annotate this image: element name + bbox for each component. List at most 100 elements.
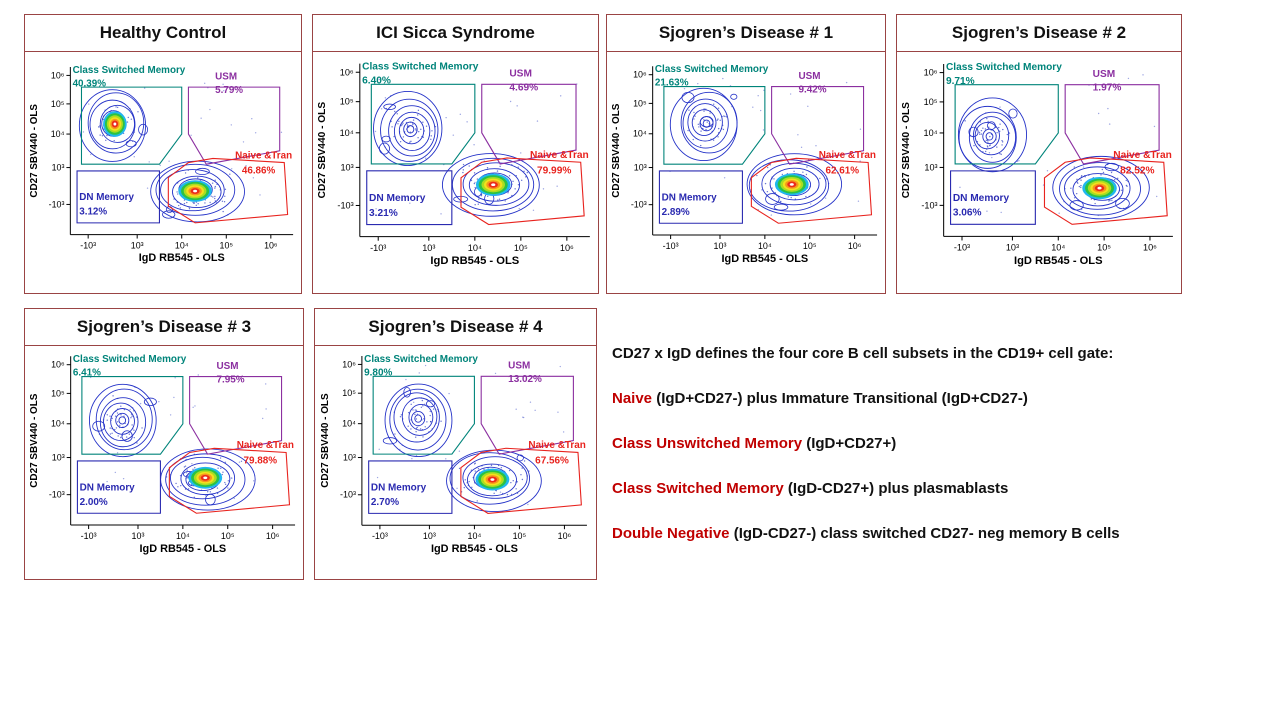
svg-text:-10³: -10³ — [80, 240, 96, 250]
svg-text:10⁵: 10⁵ — [51, 99, 65, 109]
panel-title: Sjogren’s Disease # 2 — [897, 15, 1181, 52]
svg-text:10⁴: 10⁴ — [51, 129, 65, 139]
svg-text:Class Switched Memory: Class Switched Memory — [364, 354, 478, 365]
svg-text:10³: 10³ — [924, 162, 937, 172]
svg-text:10⁶: 10⁶ — [342, 359, 356, 369]
svg-text:10³: 10³ — [340, 162, 353, 172]
svg-text:9.80%: 9.80% — [364, 367, 392, 378]
svg-text:IgD RB545 - OLS: IgD RB545 - OLS — [140, 543, 227, 555]
svg-text:IgD RB545 - OLS: IgD RB545 - OLS — [430, 255, 519, 267]
svg-text:-10³: -10³ — [370, 243, 386, 253]
note-rest: (IgD-CD27+) plus plasmablasts — [783, 480, 1009, 497]
svg-text:10⁵: 10⁵ — [340, 97, 354, 107]
svg-text:10³: 10³ — [423, 531, 436, 541]
note-line-unswitched-memory: Class Unswitched Memory (IgD+CD27+) — [612, 434, 1226, 454]
svg-text:10⁴: 10⁴ — [176, 531, 190, 541]
svg-text:CD27 SBV440 - OLS: CD27 SBV440 - OLS — [901, 102, 912, 198]
svg-text:21.63%: 21.63% — [655, 78, 689, 89]
svg-text:10⁴: 10⁴ — [175, 240, 189, 250]
svg-text:IgD RB545 - OLS: IgD RB545 - OLS — [1014, 255, 1103, 267]
panel-sjogrens-1: Sjogren’s Disease # 1 -10³ 10³ 10⁴ 10⁵ 10⁶ 10… — [606, 14, 886, 294]
svg-text:6.40%: 6.40% — [362, 75, 391, 86]
svg-text:10⁴: 10⁴ — [468, 243, 482, 253]
panel-title: Sjogren’s Disease # 1 — [607, 15, 885, 52]
svg-text:10³: 10³ — [1006, 243, 1019, 253]
svg-text:79.88%: 79.88% — [243, 455, 277, 466]
svg-text:10³: 10³ — [52, 163, 65, 173]
svg-text:10⁵: 10⁵ — [803, 241, 817, 251]
panel-title: ICI Sicca Syndrome — [313, 15, 598, 52]
svg-text:CD27 SBV440 - OLS: CD27 SBV440 - OLS — [317, 102, 328, 199]
svg-text:CD27 SBV440 - OLS: CD27 SBV440 - OLS — [320, 393, 331, 488]
svg-text:4.69%: 4.69% — [509, 82, 538, 93]
svg-text:6.41%: 6.41% — [73, 368, 101, 379]
svg-text:10⁶: 10⁶ — [340, 67, 354, 77]
svg-text:2.00%: 2.00% — [80, 497, 108, 508]
svg-text:USM: USM — [799, 71, 821, 82]
svg-text:10⁵: 10⁵ — [1097, 243, 1111, 253]
svg-text:10⁴: 10⁴ — [468, 531, 482, 541]
note-rest: (IgD+CD27+) — [802, 435, 897, 452]
svg-text:10³: 10³ — [422, 243, 435, 253]
flow-plot-sjogrens-3: -10³ 10³ 10⁴ 10⁵ 10⁶ 10⁶ 10⁵ 10⁴ 10³ -10³ IgD RB54… — [25, 346, 303, 579]
svg-text:10⁵: 10⁵ — [513, 531, 527, 541]
panel-title: Sjogren’s Disease # 4 — [315, 309, 596, 346]
svg-text:10⁵: 10⁵ — [221, 531, 235, 541]
svg-text:USM: USM — [217, 361, 239, 372]
svg-text:9.71%: 9.71% — [946, 76, 975, 87]
svg-text:62.61%: 62.61% — [825, 165, 859, 176]
svg-text:10⁵: 10⁵ — [924, 97, 938, 107]
svg-text:-10³: -10³ — [81, 531, 97, 541]
panel-ici-sicca: ICI Sicca Syndrome -10³ 10³ 10⁴ 10⁵ 10⁶ 10⁶ 10… — [312, 14, 599, 294]
svg-text:Class Switched Memory: Class Switched Memory — [655, 64, 769, 75]
flow-plot-sjogrens-1: -10³ 10³ 10⁴ 10⁵ 10⁶ 10⁶ 10⁵ 10⁴ 10³ -10³ IgD RB54… — [607, 52, 885, 293]
svg-text:10⁴: 10⁴ — [342, 419, 356, 429]
svg-text:10⁵: 10⁵ — [51, 388, 65, 398]
svg-text:Class Switched Memory: Class Switched Memory — [362, 62, 479, 73]
svg-text:82.52%: 82.52% — [1120, 165, 1154, 176]
svg-text:Naive &Tran: Naive &Tran — [237, 440, 294, 451]
svg-text:2.89%: 2.89% — [662, 207, 690, 218]
svg-text:USM: USM — [508, 361, 530, 372]
note-line-switched-memory: Class Switched Memory (IgD-CD27+) plus p… — [612, 479, 1226, 499]
panel-sjogrens-3: Sjogren’s Disease # 3 -10³ 10³ 10⁴ 10⁵ 10⁶ 10… — [24, 308, 304, 580]
svg-text:10⁶: 10⁶ — [51, 360, 65, 370]
svg-text:Naive &Tran: Naive &Tran — [235, 150, 292, 161]
svg-text:10⁶: 10⁶ — [558, 531, 572, 541]
svg-text:Naive &Tran: Naive &Tran — [819, 150, 876, 161]
svg-text:10⁵: 10⁵ — [342, 388, 356, 398]
notes-block: CD27 x IgD defines the four core B cell … — [612, 344, 1226, 569]
flow-plot-sjogrens-4: -10³ 10³ 10⁴ 10⁵ 10⁶ 10⁶ 10⁵ 10⁴ 10³ -10³ IgD RB54… — [315, 346, 596, 579]
svg-text:Class Switched Memory: Class Switched Memory — [73, 65, 186, 76]
svg-text:DN Memory: DN Memory — [79, 192, 134, 203]
note-line-naive: Naive (IgD+CD27-) plus Immature Transiti… — [612, 389, 1226, 409]
note-lead: Class Unswitched Memory — [612, 435, 803, 452]
svg-text:10³: 10³ — [634, 163, 647, 173]
svg-text:Class Switched Memory: Class Switched Memory — [946, 62, 1062, 73]
flow-plot-healthy-control: -10³ 10³ 10⁴ 10⁵ 10⁶ 10⁶ 10⁵ 10⁴ 10³ -10³ IgD RB54… — [25, 52, 301, 293]
svg-text:-10³: -10³ — [631, 200, 647, 210]
svg-text:Naive &Tran: Naive &Tran — [528, 440, 585, 451]
svg-text:67.56%: 67.56% — [535, 455, 569, 466]
svg-text:Class Switched Memory: Class Switched Memory — [73, 354, 187, 365]
svg-text:IgD RB545 - OLS: IgD RB545 - OLS — [431, 543, 518, 555]
svg-text:10³: 10³ — [343, 453, 356, 463]
svg-text:DN Memory: DN Memory — [953, 193, 1010, 204]
svg-text:10⁴: 10⁴ — [51, 419, 65, 429]
svg-text:USM: USM — [1093, 69, 1116, 80]
svg-text:46.86%: 46.86% — [242, 165, 276, 176]
svg-text:10³: 10³ — [714, 241, 727, 251]
note-line-double-negative: Double Negative (IgD-CD27-) class switch… — [612, 524, 1226, 544]
svg-text:10⁵: 10⁵ — [220, 240, 234, 250]
svg-text:10⁴: 10⁴ — [924, 128, 938, 138]
svg-text:-10³: -10³ — [663, 241, 679, 251]
svg-text:-10³: -10³ — [340, 490, 356, 500]
note-lead: Naive — [612, 390, 653, 407]
svg-text:10⁴: 10⁴ — [633, 129, 647, 139]
svg-text:IgD RB545 - OLS: IgD RB545 - OLS — [139, 252, 225, 264]
flow-plot-ici-sicca: -10³ 10³ 10⁴ 10⁵ 10⁶ 10⁶ 10⁵ 10⁴ 10³ -10³ IgD RB54… — [313, 52, 598, 293]
flow-plot-sjogrens-2: -10³ 10³ 10⁴ 10⁵ 10⁶ 10⁶ 10⁵ 10⁴ 10³ -10³ IgD RB54… — [897, 52, 1181, 293]
svg-text:Naive &Tran: Naive &Tran — [1113, 150, 1172, 161]
svg-text:USM: USM — [215, 72, 237, 83]
